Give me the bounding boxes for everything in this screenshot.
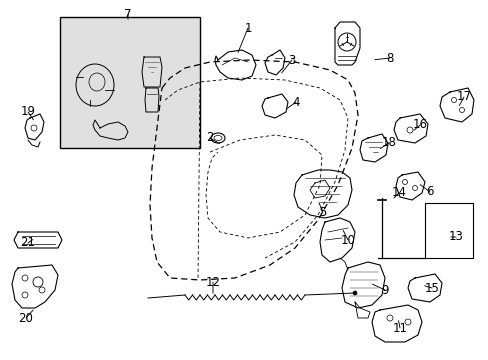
Text: 8: 8 (386, 51, 393, 64)
Text: 15: 15 (424, 282, 439, 294)
Text: 6: 6 (426, 185, 433, 198)
Text: 19: 19 (20, 105, 36, 118)
Text: 20: 20 (19, 311, 33, 324)
Text: 21: 21 (20, 237, 36, 249)
Text: 17: 17 (456, 90, 470, 104)
Circle shape (352, 291, 356, 295)
Text: 14: 14 (391, 186, 406, 199)
Text: 5: 5 (319, 207, 326, 220)
Text: 18: 18 (381, 136, 396, 149)
Text: 1: 1 (244, 22, 251, 35)
Text: 13: 13 (447, 230, 463, 243)
Text: 9: 9 (381, 284, 388, 297)
Text: 4: 4 (292, 95, 299, 108)
Text: 12: 12 (205, 275, 220, 288)
Text: 7: 7 (124, 9, 131, 22)
Text: 10: 10 (340, 234, 355, 247)
Text: 2: 2 (206, 131, 213, 144)
Text: 16: 16 (412, 118, 427, 131)
Bar (424, 203, 472, 258)
Bar (60, 17, 200, 148)
Text: 11: 11 (392, 321, 407, 334)
Text: 3: 3 (288, 54, 295, 67)
